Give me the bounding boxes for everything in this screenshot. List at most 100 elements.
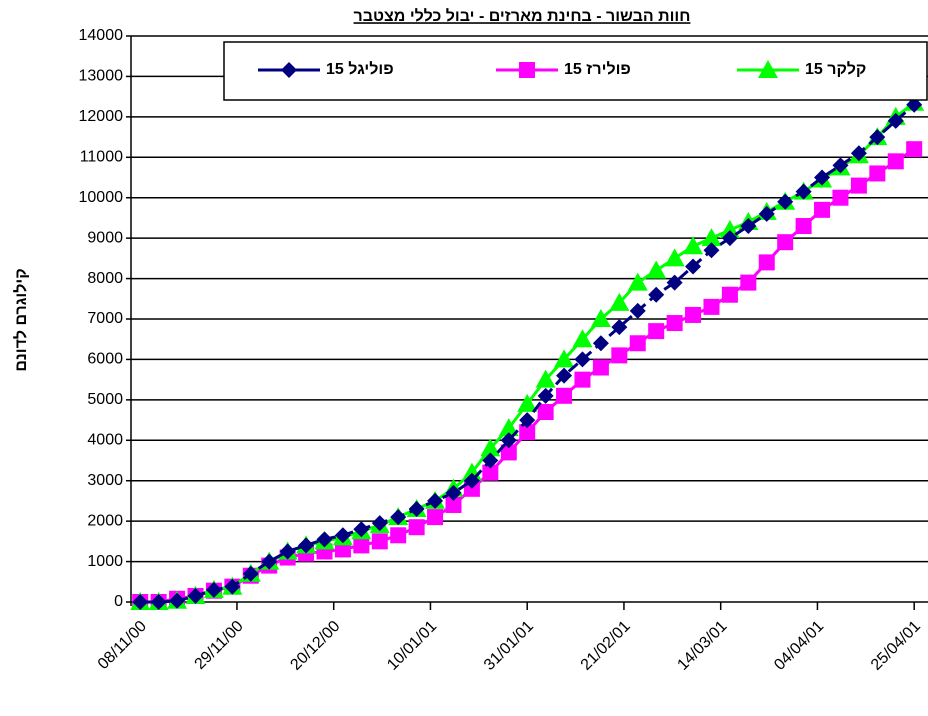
data-point bbox=[721, 286, 738, 303]
legend-marker bbox=[519, 62, 535, 78]
x-tick-label: 14/03/01 bbox=[674, 618, 730, 674]
data-point bbox=[777, 193, 794, 210]
data-point bbox=[590, 309, 611, 327]
grid: 0 1000 2000 3000 4000 5000 6000 7000 8000 9000 100… bbox=[79, 27, 928, 674]
data-point bbox=[609, 292, 630, 311]
data-point bbox=[850, 145, 867, 162]
x-tick-label: 20/12/00 bbox=[287, 618, 343, 674]
data-point bbox=[795, 218, 812, 235]
data-point bbox=[666, 315, 683, 332]
data-point bbox=[445, 484, 462, 501]
data-point bbox=[832, 157, 849, 174]
data-point bbox=[169, 592, 186, 609]
data-point bbox=[427, 509, 444, 526]
series-line bbox=[140, 147, 916, 604]
y-tick-label: 5000 bbox=[87, 391, 123, 408]
data-point bbox=[592, 359, 609, 376]
x-tick-label: 25/04/01 bbox=[868, 618, 924, 674]
legend-label: קלקר 15 bbox=[805, 60, 866, 78]
data-point bbox=[480, 438, 501, 457]
data-point bbox=[371, 515, 388, 532]
data-point bbox=[795, 183, 812, 200]
y-tick-label: 10000 bbox=[79, 189, 124, 206]
data-point bbox=[187, 587, 204, 604]
data-point bbox=[535, 369, 556, 388]
data-point bbox=[408, 501, 425, 518]
data-point bbox=[242, 565, 259, 582]
data-point bbox=[664, 248, 685, 267]
legend-marker bbox=[758, 60, 778, 78]
data-point bbox=[611, 347, 628, 364]
data-point bbox=[592, 335, 609, 352]
data-point bbox=[574, 371, 591, 388]
data-point bbox=[353, 537, 370, 554]
data-point bbox=[887, 153, 904, 170]
data-point bbox=[740, 274, 757, 291]
data-point bbox=[316, 531, 333, 548]
y-tick-label: 7000 bbox=[87, 310, 123, 327]
data-point bbox=[482, 452, 499, 469]
y-tick-label: 3000 bbox=[87, 472, 123, 489]
y-axis-label: קילוגרם לדונם bbox=[12, 268, 30, 371]
data-point bbox=[701, 228, 722, 247]
data-point bbox=[685, 258, 702, 275]
data-point bbox=[205, 581, 222, 598]
data-point bbox=[556, 387, 573, 404]
data-point bbox=[334, 527, 351, 544]
data-point bbox=[537, 403, 554, 420]
data-point bbox=[519, 412, 536, 429]
data-point bbox=[629, 335, 646, 352]
data-point bbox=[685, 306, 702, 323]
data-point bbox=[648, 286, 665, 303]
series-markers bbox=[132, 96, 923, 610]
data-point bbox=[850, 177, 867, 194]
y-tick-label: 9000 bbox=[87, 229, 123, 246]
chart-title: חוות הבשור - בחינת מארזים - יבול כללי מצ… bbox=[354, 7, 691, 25]
data-point bbox=[150, 594, 167, 610]
data-point bbox=[648, 323, 665, 340]
data-point bbox=[758, 205, 775, 222]
data-point bbox=[627, 272, 648, 291]
series-line bbox=[140, 103, 916, 604]
x-tick-label: 04/04/01 bbox=[771, 618, 827, 674]
data-point bbox=[906, 141, 923, 158]
data-point bbox=[500, 444, 517, 461]
data-point bbox=[390, 527, 407, 544]
y-tick-label: 13000 bbox=[79, 68, 124, 85]
series-markers bbox=[132, 141, 923, 610]
data-point bbox=[869, 129, 886, 146]
data-point bbox=[261, 553, 278, 570]
data-point bbox=[721, 230, 738, 247]
x-tick-label: 21/02/01 bbox=[578, 618, 634, 674]
data-point bbox=[427, 492, 444, 509]
data-point bbox=[298, 537, 315, 554]
legend: פוליגל 15 פולירז 15 קלקר 15 bbox=[258, 60, 866, 78]
x-tick-label: 29/11/00 bbox=[192, 618, 247, 673]
y-tick-label: 14000 bbox=[79, 27, 124, 44]
data-point bbox=[132, 594, 149, 610]
data-point bbox=[463, 472, 480, 489]
legend-box bbox=[223, 41, 928, 101]
data-point bbox=[408, 519, 425, 536]
x-tick-label: 10/01/01 bbox=[384, 618, 440, 674]
data-point bbox=[390, 509, 407, 526]
y-tick-label: 8000 bbox=[87, 270, 123, 287]
y-tick-label: 1000 bbox=[87, 553, 123, 570]
data-point bbox=[646, 260, 667, 279]
y-tick-label: 0 bbox=[114, 593, 123, 610]
data-point bbox=[814, 201, 831, 218]
series bbox=[130, 92, 925, 610]
y-tick-label: 11000 bbox=[80, 149, 123, 166]
data-point bbox=[611, 319, 628, 336]
data-point bbox=[574, 351, 591, 368]
data-point bbox=[353, 521, 370, 538]
data-point bbox=[334, 541, 351, 558]
y-tick-label: 12000 bbox=[79, 108, 124, 125]
legend-label: פולירז 15 bbox=[564, 60, 631, 78]
data-point bbox=[556, 367, 573, 384]
data-point bbox=[519, 424, 536, 441]
data-point bbox=[224, 578, 241, 595]
legend-label: פוליגל 15 bbox=[326, 60, 394, 78]
data-point bbox=[683, 236, 704, 255]
